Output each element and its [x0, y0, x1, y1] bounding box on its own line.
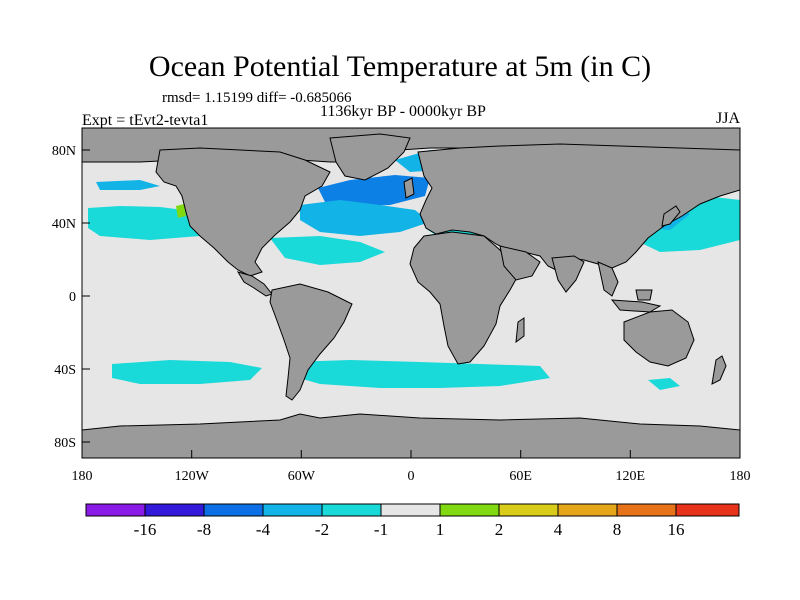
- season-label: JJA: [715, 110, 740, 127]
- colorbar-swatch: [498, 503, 559, 517]
- latitude-axis: [82, 149, 90, 443]
- anomaly-north-atlantic-core: [318, 175, 430, 206]
- colorbar-labels: -16 -8 -4 -2 -1 1 2 4 8 16: [134, 520, 685, 539]
- colorbar-swatch: [144, 503, 205, 517]
- lat-tick-label: 0: [69, 290, 76, 305]
- lon-tick-label: 180: [72, 469, 93, 484]
- latitude-labels: 80N 40N 0 40S 80S: [52, 144, 76, 451]
- lat-tick-label: 40N: [52, 217, 76, 232]
- colorbar-label: 8: [613, 520, 622, 539]
- colorbar-swatch: [262, 503, 323, 517]
- land-greenland: [329, 133, 411, 181]
- colorbar-swatch: [203, 503, 264, 517]
- land-south-america: [269, 283, 353, 401]
- land-australia: [623, 309, 695, 367]
- colorbar-swatch: [85, 503, 146, 517]
- anomaly-subtropical-atlantic: [270, 236, 385, 265]
- colorbar-label: -4: [256, 520, 271, 539]
- land-new-zealand: [711, 355, 727, 385]
- land-eurasia: [417, 143, 740, 273]
- colorbar-swatch: [616, 503, 677, 517]
- land-antarctica: [82, 413, 740, 458]
- colorbar: [85, 503, 740, 517]
- colorbar-label: -8: [197, 520, 211, 539]
- colorbar-swatch: [321, 503, 382, 517]
- longitude-axis: [81, 450, 741, 458]
- colorbar-swatch: [439, 503, 500, 517]
- colorbar-label: -16: [134, 520, 157, 539]
- colorbar-label: 16: [668, 520, 685, 539]
- map-area: [82, 128, 740, 458]
- map-title: Ocean Potential Temperature at 5m (in C): [148, 50, 652, 83]
- land-masses: [82, 128, 740, 458]
- experiment-label: Expt = tEvt2-tevta1: [82, 112, 209, 129]
- anomaly-southern-atlantic: [290, 360, 550, 388]
- anomaly-north-atlantic: [300, 200, 430, 236]
- land-madagascar: [515, 317, 525, 344]
- land-north-america: [155, 147, 331, 277]
- land-india: [551, 255, 585, 293]
- land-southeast-asia: [597, 261, 662, 313]
- colorbar-label: -1: [374, 520, 388, 539]
- anomaly-southern-indian: [648, 378, 680, 390]
- colorbar-swatch: [557, 503, 618, 517]
- time-period: 1136kyr BP - 0000kyr BP: [320, 103, 486, 120]
- lon-tick-label: 0: [408, 469, 415, 484]
- anomaly-southern-pacific: [112, 360, 262, 384]
- lon-tick-label: 120W: [175, 469, 210, 484]
- anomaly-warm-california: [176, 204, 186, 218]
- colorbar-swatch: [675, 503, 740, 517]
- lat-tick-label: 80S: [54, 436, 76, 451]
- land-central-america: [236, 271, 273, 297]
- colorbar-label: -2: [315, 520, 329, 539]
- lat-tick-label: 40S: [54, 363, 76, 378]
- colorbar-label: 4: [554, 520, 563, 539]
- rmsd-diff-stats: rmsd= 1.15199 diff= -0.685066: [162, 90, 352, 106]
- colorbar-label: 1: [436, 520, 445, 539]
- land-japan: [661, 205, 681, 227]
- lon-tick-label: 60E: [509, 469, 532, 484]
- lon-tick-label: 120E: [616, 469, 646, 484]
- land-british-isles: [403, 177, 415, 199]
- colorbar-label: 2: [495, 520, 504, 539]
- lon-tick-label: 180: [730, 469, 751, 484]
- lon-tick-label: 60W: [288, 469, 316, 484]
- anomaly-bering: [96, 180, 160, 190]
- lat-tick-label: 80N: [52, 144, 76, 159]
- longitude-labels: 180 120W 60W 0 60E 120E 180: [72, 469, 751, 484]
- colorbar-swatch: [380, 503, 441, 517]
- land-arabia: [499, 245, 541, 281]
